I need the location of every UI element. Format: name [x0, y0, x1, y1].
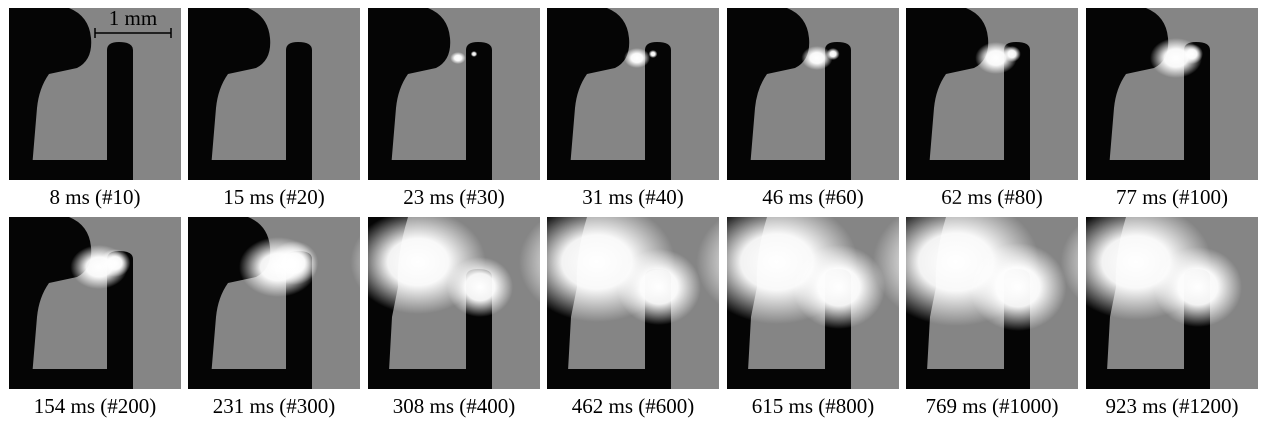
- figure: 1 mm8 ms (#10)15 ms (#20)23 ms (#30)31 m…: [0, 0, 1262, 421]
- scale-bar-label: 1 mm: [109, 6, 157, 30]
- frame: [188, 217, 360, 389]
- tip-glow: [1181, 44, 1203, 64]
- frame: [1061, 204, 1258, 389]
- tip-glow: [270, 241, 318, 285]
- tip-glow: [970, 243, 1067, 331]
- tip-glow: [793, 245, 885, 329]
- tip-glow: [100, 249, 131, 277]
- frame: 1 mm: [9, 6, 181, 180]
- frame: [188, 8, 360, 180]
- arc-glow: [450, 52, 466, 64]
- tip-glow: [617, 249, 701, 325]
- frame: [9, 217, 181, 389]
- frame-caption: 15 ms (#20): [223, 185, 325, 209]
- frame: [696, 200, 899, 389]
- frame: [906, 8, 1078, 180]
- frame: [368, 8, 540, 180]
- frame-caption: 23 ms (#30): [403, 185, 505, 209]
- frame-caption: 8 ms (#10): [50, 185, 141, 209]
- frame: [1086, 8, 1258, 180]
- frame-caption: 308 ms (#400): [393, 394, 516, 418]
- frame: [519, 202, 719, 389]
- frame: [350, 210, 540, 389]
- frame-caption: 615 ms (#800): [752, 394, 875, 418]
- tip-glow: [1003, 46, 1021, 62]
- frame: [547, 8, 719, 180]
- arc-glow: [801, 46, 832, 70]
- tip-glow: [649, 50, 658, 58]
- frame-caption: 231 ms (#300): [213, 394, 336, 418]
- tip-glow: [1154, 247, 1242, 327]
- frame-caption: 154 ms (#200): [34, 394, 157, 418]
- frame: [873, 198, 1078, 389]
- frame: [727, 8, 899, 180]
- tip-glow: [471, 51, 478, 57]
- tip-glow: [447, 257, 513, 317]
- arc-glow: [624, 48, 650, 68]
- tip-glow: [826, 48, 839, 60]
- frame-caption: 462 ms (#600): [572, 394, 695, 418]
- frame-caption: 923 ms (#1200): [1106, 394, 1239, 418]
- frame-caption: 769 ms (#1000): [926, 394, 1059, 418]
